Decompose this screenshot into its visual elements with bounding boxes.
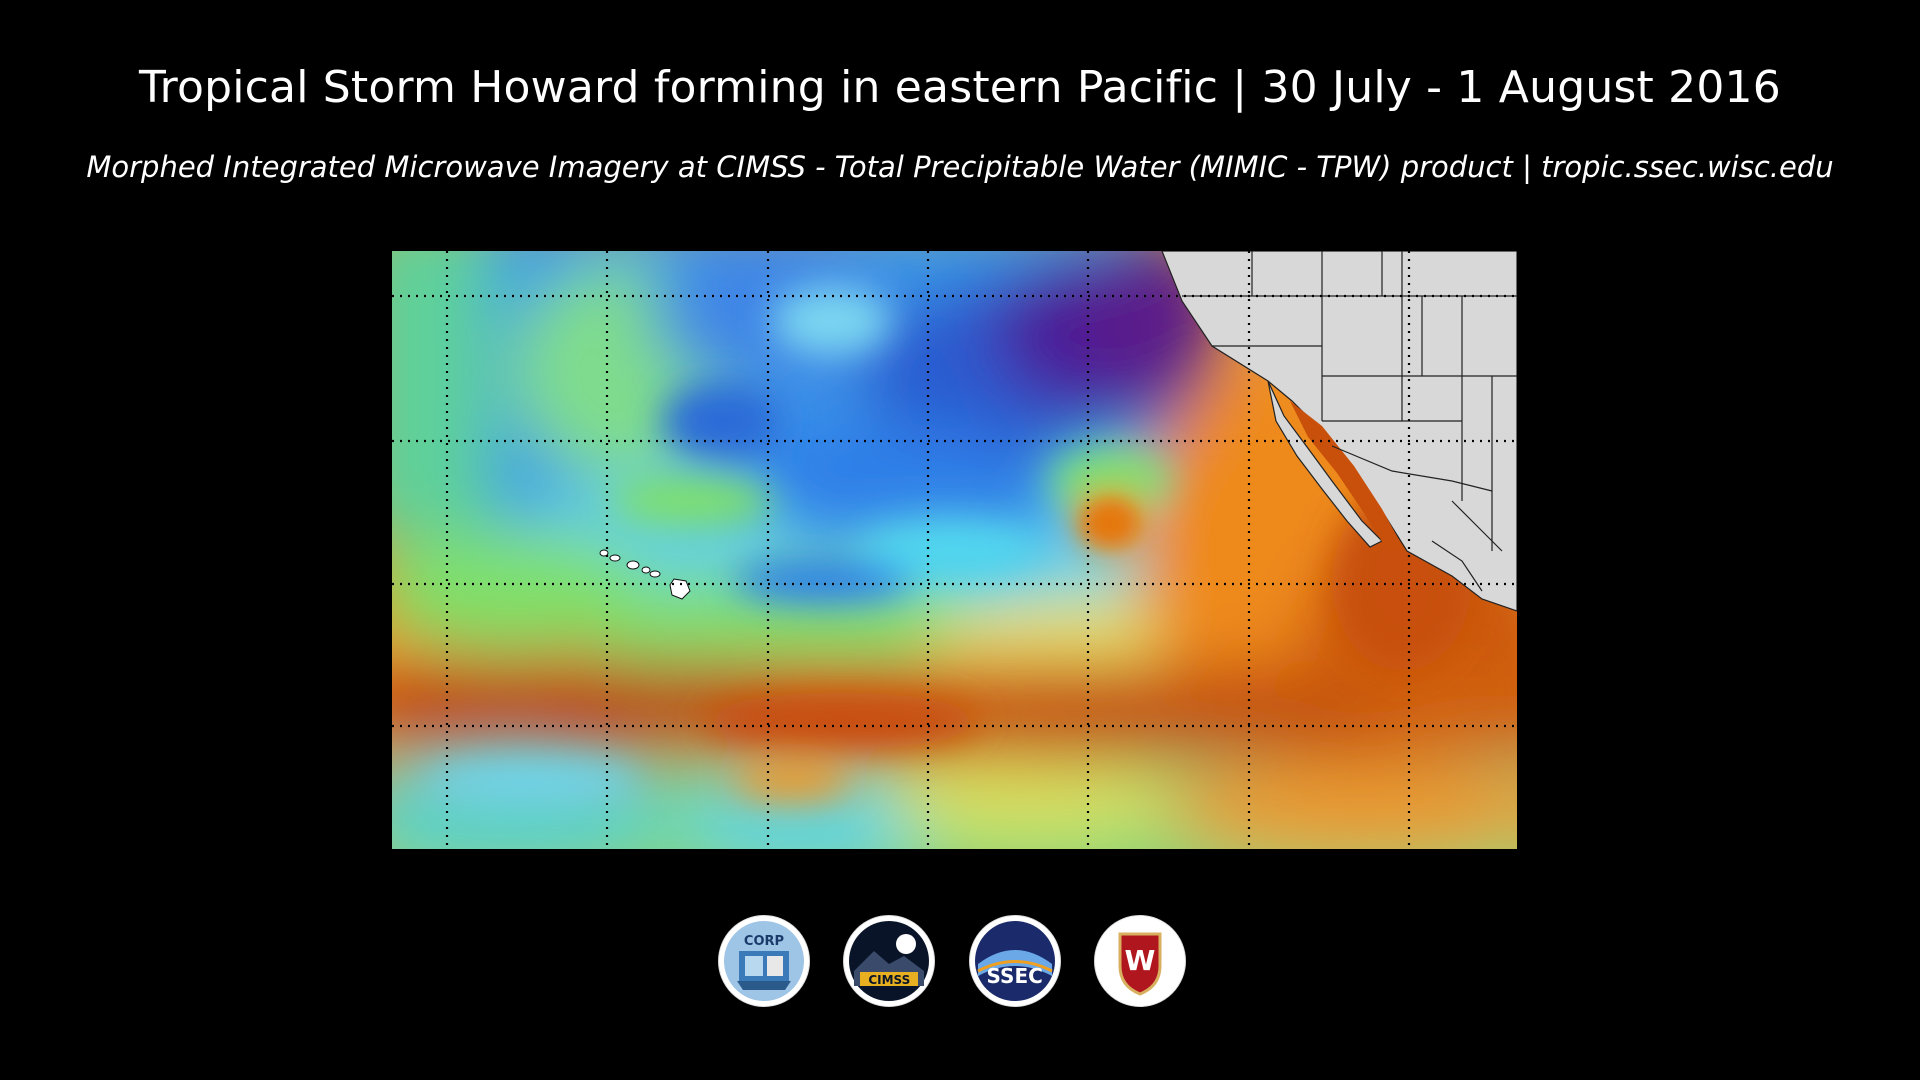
corp-emblem-icon bbox=[724, 921, 804, 1001]
page-subtitle: Morphed Integrated Microwave Imagery at … bbox=[86, 150, 1834, 184]
cimss-logo-text: CIMSS bbox=[868, 973, 911, 987]
tpw-map bbox=[392, 251, 1517, 849]
page-title: Tropical Storm Howard forming in eastern… bbox=[139, 62, 1781, 113]
ssec-emblem-icon bbox=[974, 921, 1055, 1001]
tpw-map-image bbox=[392, 251, 1517, 849]
cimss-logo: CIMSS bbox=[843, 915, 936, 1007]
ssec-logo-text: SSEC bbox=[986, 964, 1043, 988]
ssec-logo: SSEC bbox=[968, 915, 1061, 1007]
uw-logo-text: W bbox=[1124, 944, 1156, 977]
cimss-emblem-icon bbox=[849, 921, 930, 1001]
uw-logo: W bbox=[1093, 915, 1186, 1007]
uw-crest-icon bbox=[1118, 932, 1162, 996]
logo-row: CORP CIMSS SSEC W bbox=[718, 915, 1186, 1007]
corp-logo-text: CORP bbox=[743, 934, 785, 949]
corp-logo: CORP bbox=[718, 915, 810, 1007]
